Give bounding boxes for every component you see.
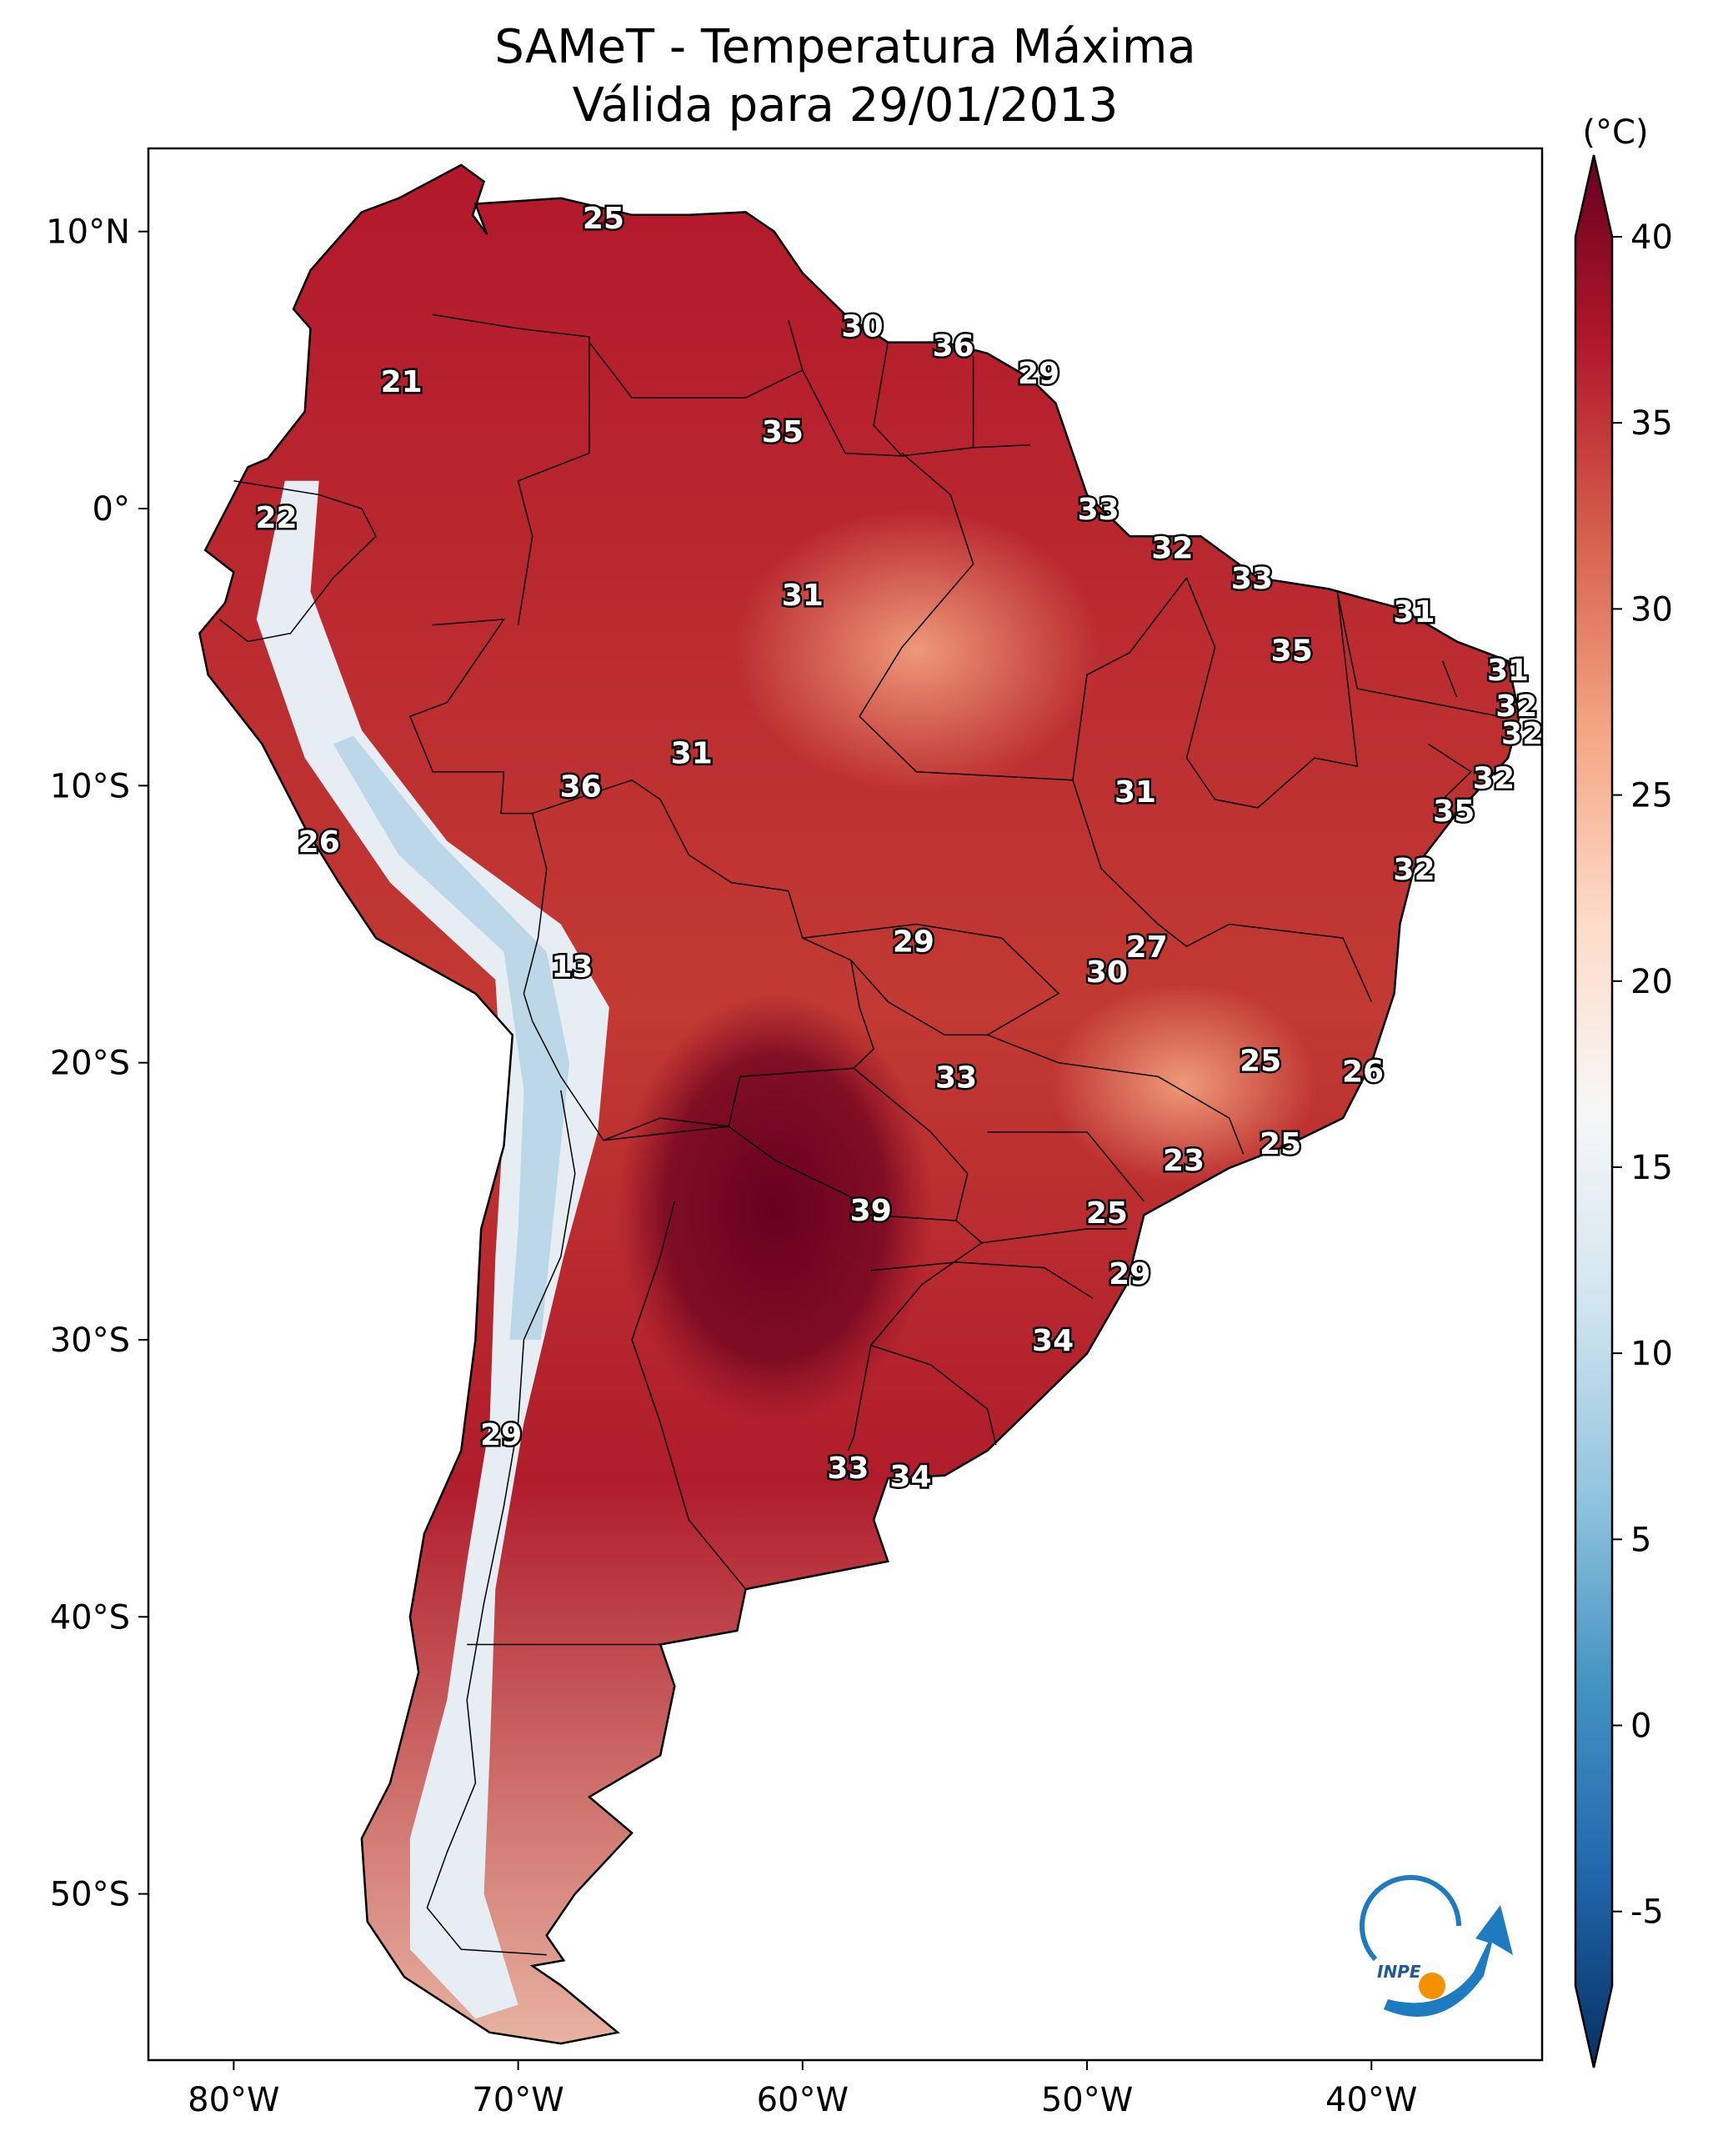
- lat-tick-label: 20°S: [50, 1045, 130, 1083]
- temperature-label: 29: [1018, 357, 1059, 391]
- temperature-label: 32: [1393, 853, 1435, 887]
- colorbar: -5 0 5 10 15 20 25 30 35 40 (°C): [1574, 113, 1673, 2068]
- longitude-axis: 80°W 70°W 60°W 50°W 40°W: [188, 2060, 1417, 2119]
- lat-tick-label: 10°N: [46, 213, 130, 252]
- colorbar-tick-label: 25: [1630, 777, 1673, 815]
- colorbar-tick-label: 15: [1630, 1149, 1673, 1187]
- temperature-label: 22: [255, 501, 297, 535]
- temperature-label: 31: [1487, 654, 1529, 688]
- temperature-label: 33: [1231, 562, 1273, 596]
- lon-tick-label: 70°W: [472, 2081, 563, 2119]
- temperature-label: 13: [551, 950, 593, 984]
- warm-region-minas: [1050, 984, 1317, 1184]
- lat-tick-label: 10°S: [50, 767, 130, 805]
- latitude-axis: 10°N 0° 10°S 20°S 30°S 40°S 50°S: [46, 213, 148, 1914]
- temperature-label: 32: [1151, 532, 1193, 566]
- temperature-label: 25: [1240, 1044, 1281, 1078]
- lat-tick-label: 40°S: [50, 1598, 130, 1637]
- lat-tick-label: 0°: [93, 490, 130, 529]
- temperature-label: 33: [935, 1060, 977, 1095]
- logo-text: INPE: [1377, 1962, 1421, 1982]
- temperature-label: 30: [1086, 955, 1128, 990]
- temperature-label: 25: [583, 202, 624, 236]
- colorbar-tick-label: 40: [1630, 218, 1673, 257]
- temperature-label: 32: [1473, 761, 1515, 795]
- colorbar-tick-label: 30: [1630, 590, 1673, 629]
- temperature-label: 36: [560, 770, 602, 804]
- lon-tick-label: 80°W: [188, 2081, 279, 2119]
- colorbar-tick-label: 0: [1630, 1707, 1651, 1746]
- temperature-label: 34: [1032, 1324, 1074, 1358]
- temperature-label: 21: [381, 365, 423, 399]
- lat-tick-label: 30°S: [50, 1321, 130, 1360]
- lon-tick-label: 40°W: [1325, 2081, 1417, 2119]
- colorbar-tick-label: 20: [1630, 963, 1673, 1001]
- temperature-label: 33: [1078, 493, 1119, 527]
- temperature-label: 25: [1260, 1127, 1301, 1161]
- colorbar-tick-label: 5: [1630, 1521, 1651, 1559]
- temperature-label: 33: [827, 1452, 869, 1486]
- temperature-label: 35: [762, 415, 804, 449]
- map-subtitle: Válida para 29/01/2013: [572, 78, 1119, 133]
- temperature-label: 31: [1393, 595, 1435, 629]
- lat-tick-label: 50°S: [50, 1876, 130, 1914]
- country-state-borders: [218, 313, 1500, 1956]
- colorbar-tick-label: 35: [1630, 404, 1673, 443]
- lon-tick-label: 60°W: [757, 2081, 849, 2119]
- south-america-land: [198, 163, 1520, 2045]
- temperature-label: 30: [841, 310, 883, 344]
- temperature-label: 39: [850, 1194, 892, 1228]
- hot-region-chaco: [617, 992, 934, 1426]
- temperature-label: 29: [1109, 1257, 1150, 1291]
- temperature-label: 26: [298, 825, 340, 860]
- temperature-label: 23: [1163, 1144, 1205, 1178]
- inpe-logo: INPE: [1360, 1875, 1513, 2017]
- temperature-label: 29: [893, 925, 934, 959]
- lon-tick-label: 50°W: [1041, 2081, 1133, 2119]
- temperature-label: 32: [1495, 689, 1537, 724]
- temperature-label: 35: [1271, 634, 1313, 668]
- temperature-label: 35: [1433, 795, 1475, 829]
- temperature-label: 32: [1501, 717, 1543, 751]
- temperature-label: 34: [889, 1460, 931, 1494]
- temperature-label: 31: [671, 736, 713, 770]
- temperature-label: 27: [1126, 930, 1168, 965]
- temperature-label: 26: [1342, 1055, 1384, 1090]
- colorbar-tick-label: 10: [1630, 1335, 1673, 1373]
- temperature-label: 29: [480, 1418, 522, 1452]
- temperature-label: 31: [1114, 775, 1156, 810]
- colorbar-tick-label: -5: [1630, 1893, 1664, 1932]
- temperature-label: 36: [933, 329, 974, 364]
- temperature-label: 25: [1086, 1196, 1128, 1231]
- warm-region-central-brazil: [734, 509, 1100, 792]
- andes-colder-band: [333, 735, 569, 1340]
- temperature-label: 31: [782, 579, 824, 613]
- map-title: SAMeT - Temperatura Máxima: [494, 20, 1196, 74]
- colorbar-unit: (°C): [1582, 113, 1648, 152]
